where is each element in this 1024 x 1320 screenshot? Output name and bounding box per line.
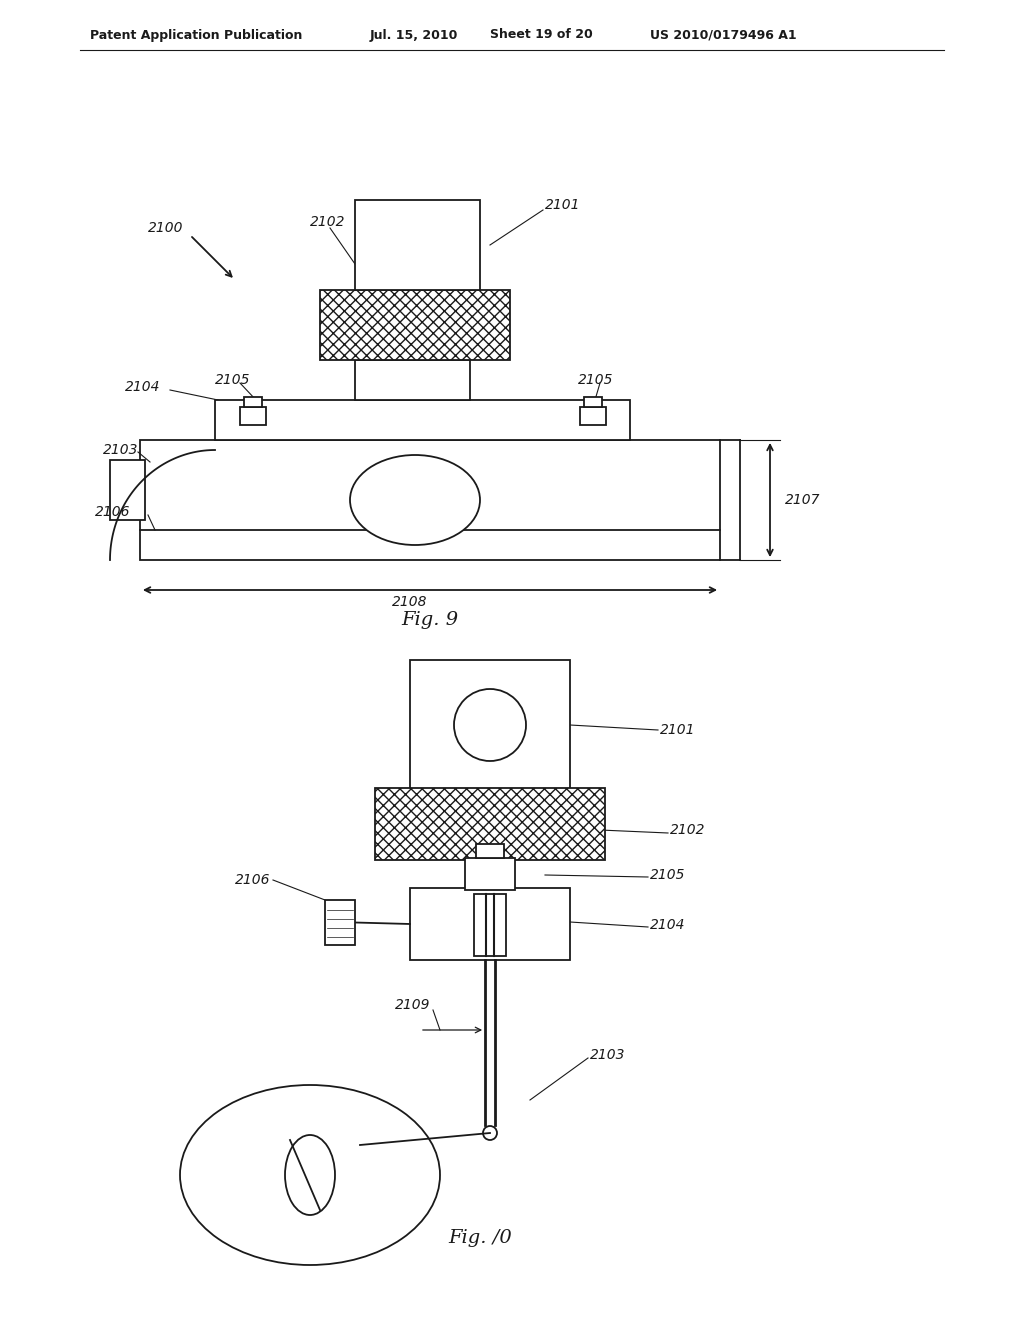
Text: 2107: 2107 xyxy=(785,492,820,507)
Text: 2106: 2106 xyxy=(94,506,130,519)
Text: 2104: 2104 xyxy=(650,917,685,932)
Text: Fig. /0: Fig. /0 xyxy=(449,1229,512,1247)
Text: 2102: 2102 xyxy=(310,215,345,228)
Text: 2109: 2109 xyxy=(394,998,430,1012)
Text: 2101: 2101 xyxy=(545,198,581,213)
Bar xyxy=(580,407,606,425)
Text: 2102: 2102 xyxy=(670,822,706,837)
Bar xyxy=(215,400,630,440)
Bar xyxy=(240,407,266,425)
Bar xyxy=(355,201,480,290)
Ellipse shape xyxy=(180,1085,440,1265)
Text: 2105: 2105 xyxy=(578,374,613,387)
Bar xyxy=(375,788,605,861)
Bar xyxy=(410,660,570,789)
Bar xyxy=(110,459,145,520)
Bar xyxy=(244,397,262,407)
Ellipse shape xyxy=(483,1126,497,1140)
Text: 2106: 2106 xyxy=(234,873,270,887)
Text: Sheet 19 of 20: Sheet 19 of 20 xyxy=(490,29,593,41)
Text: Jul. 15, 2010: Jul. 15, 2010 xyxy=(370,29,459,41)
Bar xyxy=(476,843,504,858)
Text: 2104: 2104 xyxy=(125,380,160,393)
Text: 2108: 2108 xyxy=(392,595,428,609)
Text: 2103: 2103 xyxy=(590,1048,626,1063)
Bar xyxy=(410,888,570,960)
Bar xyxy=(584,397,602,407)
Bar xyxy=(325,900,355,945)
Text: 2103: 2103 xyxy=(102,444,138,457)
Text: 2100: 2100 xyxy=(148,220,183,235)
Bar xyxy=(355,360,470,400)
Text: US 2010/0179496 A1: US 2010/0179496 A1 xyxy=(650,29,797,41)
Text: Patent Application Publication: Patent Application Publication xyxy=(90,29,302,41)
Bar xyxy=(140,440,720,560)
Bar xyxy=(474,894,506,956)
Text: 2101: 2101 xyxy=(660,723,695,737)
Bar xyxy=(319,290,510,360)
Ellipse shape xyxy=(454,689,526,762)
Text: Fig. 9: Fig. 9 xyxy=(401,611,459,630)
Ellipse shape xyxy=(285,1135,335,1214)
Text: 2105: 2105 xyxy=(215,374,251,387)
Text: 2105: 2105 xyxy=(650,869,685,882)
Ellipse shape xyxy=(350,455,480,545)
Bar xyxy=(465,858,515,890)
